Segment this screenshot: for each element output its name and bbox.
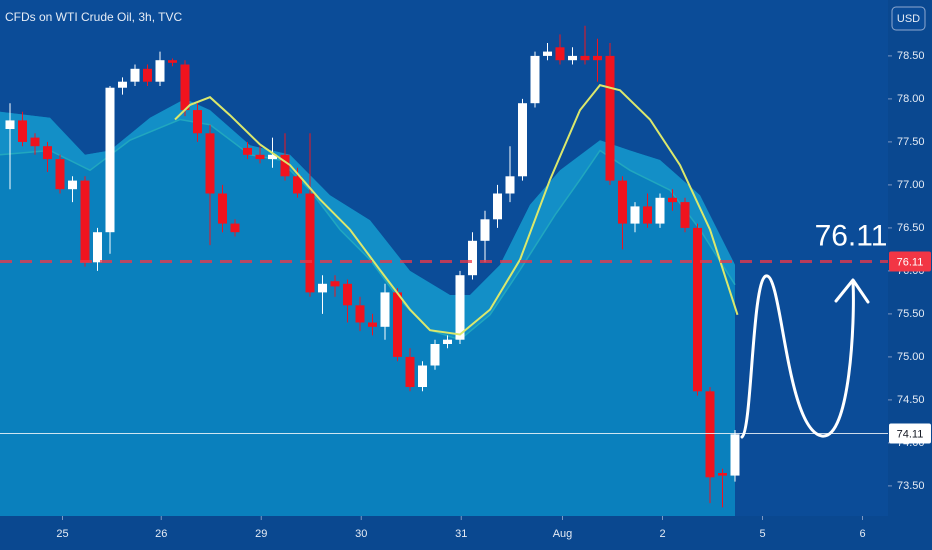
- candle-body: [105, 87, 115, 233]
- candle-body: [343, 283, 352, 306]
- y-tick-label: 78.00: [897, 93, 925, 105]
- candle-body: [205, 133, 215, 194]
- y-tick-label: 75.00: [897, 351, 925, 363]
- y-axis-background: [888, 0, 932, 550]
- currency-label[interactable]: USD: [897, 13, 920, 25]
- plot-area: [0, 25, 888, 517]
- candle-body: [555, 47, 565, 61]
- x-tick-label: 2: [659, 528, 665, 540]
- y-tick-label: 73.50: [897, 480, 925, 492]
- candle-body: [305, 193, 315, 293]
- candle-body: [618, 180, 627, 224]
- candle-body: [293, 176, 302, 194]
- candle-body: [568, 55, 577, 61]
- candle-body: [430, 344, 440, 366]
- candle-body: [455, 275, 465, 340]
- price-label: 76.11: [897, 256, 924, 268]
- candle-body: [255, 154, 265, 160]
- candle-body: [418, 365, 427, 387]
- candle-body: [380, 292, 390, 327]
- candle-body: [530, 55, 540, 104]
- price-label-box: [889, 423, 931, 444]
- axes: 73.5074.0074.5075.0075.5076.0076.5077.00…: [56, 50, 931, 540]
- candle-body: [643, 206, 652, 224]
- price-annotation: 76.11: [815, 219, 888, 252]
- x-tick-label: 25: [56, 528, 68, 540]
- candle-body: [705, 391, 715, 478]
- candle-body: [130, 68, 140, 82]
- candle-body: [493, 193, 502, 220]
- drawn-arrowhead: [834, 278, 870, 304]
- candle-body: [118, 81, 127, 88]
- candle-body: [230, 223, 240, 233]
- y-tick-label: 78.50: [897, 50, 925, 62]
- x-tick-label: 31: [455, 528, 467, 540]
- candle-body: [405, 356, 415, 387]
- candle-body: [605, 55, 615, 181]
- candle-body: [630, 206, 640, 224]
- chart-title: CFDs on WTI Crude Oil, 3h, TVC: [5, 10, 182, 24]
- candle-body: [543, 51, 552, 56]
- candle-body: [468, 240, 477, 276]
- candle-body: [168, 60, 177, 63]
- candle-body: [5, 120, 15, 129]
- candle-body: [93, 232, 102, 263]
- drawn-curve: [740, 274, 855, 439]
- candle-body: [143, 68, 152, 82]
- candle-body: [593, 55, 602, 61]
- candle-body: [730, 434, 740, 476]
- candle-body: [355, 305, 365, 323]
- x-tick-label: Aug: [553, 528, 573, 540]
- candle-body: [68, 180, 77, 190]
- candle-body: [580, 55, 590, 61]
- price-label-box: [889, 251, 931, 272]
- candle-body: [43, 146, 52, 160]
- price-label: 74.11: [897, 428, 924, 440]
- x-tick-label: 6: [859, 528, 865, 540]
- candle-body: [180, 64, 190, 111]
- candle-body: [55, 159, 65, 190]
- candle-body: [330, 281, 340, 287]
- candle-body: [243, 147, 252, 155]
- candle-body: [680, 202, 690, 228]
- y-tick-label: 77.50: [897, 136, 925, 148]
- candle-body: [280, 154, 290, 177]
- candle-body: [318, 283, 327, 293]
- candle-body: [30, 137, 40, 147]
- candle-body: [505, 176, 515, 194]
- candle-body: [268, 154, 277, 160]
- candle-body: [518, 103, 527, 177]
- y-tick-label: 76.50: [897, 222, 925, 234]
- candle-body: [218, 193, 227, 224]
- candle-body: [393, 292, 402, 357]
- currency-button[interactable]: [891, 6, 926, 31]
- candle-body: [18, 120, 27, 142]
- candle-body: [193, 110, 202, 134]
- x-axis-background: [0, 516, 932, 550]
- x-tick-label: 30: [355, 528, 367, 540]
- candle-body: [480, 219, 490, 241]
- candle-body: [655, 197, 665, 224]
- candle-body: [155, 60, 165, 82]
- y-tick-label: 74.50: [897, 394, 925, 406]
- candle-body: [368, 322, 377, 327]
- x-tick-label: 5: [759, 528, 765, 540]
- candle-body: [693, 227, 702, 392]
- candle-body: [668, 197, 677, 203]
- candle-body: [718, 473, 727, 476]
- y-tick-label: 77.00: [897, 179, 925, 191]
- x-tick-label: 26: [155, 528, 167, 540]
- x-tick-label: 29: [255, 528, 267, 540]
- candle-body: [80, 180, 90, 263]
- band-strip: [0, 98, 735, 340]
- candle-body: [443, 339, 452, 344]
- moving-average: [174, 83, 739, 336]
- y-tick-label: 75.50: [897, 308, 925, 320]
